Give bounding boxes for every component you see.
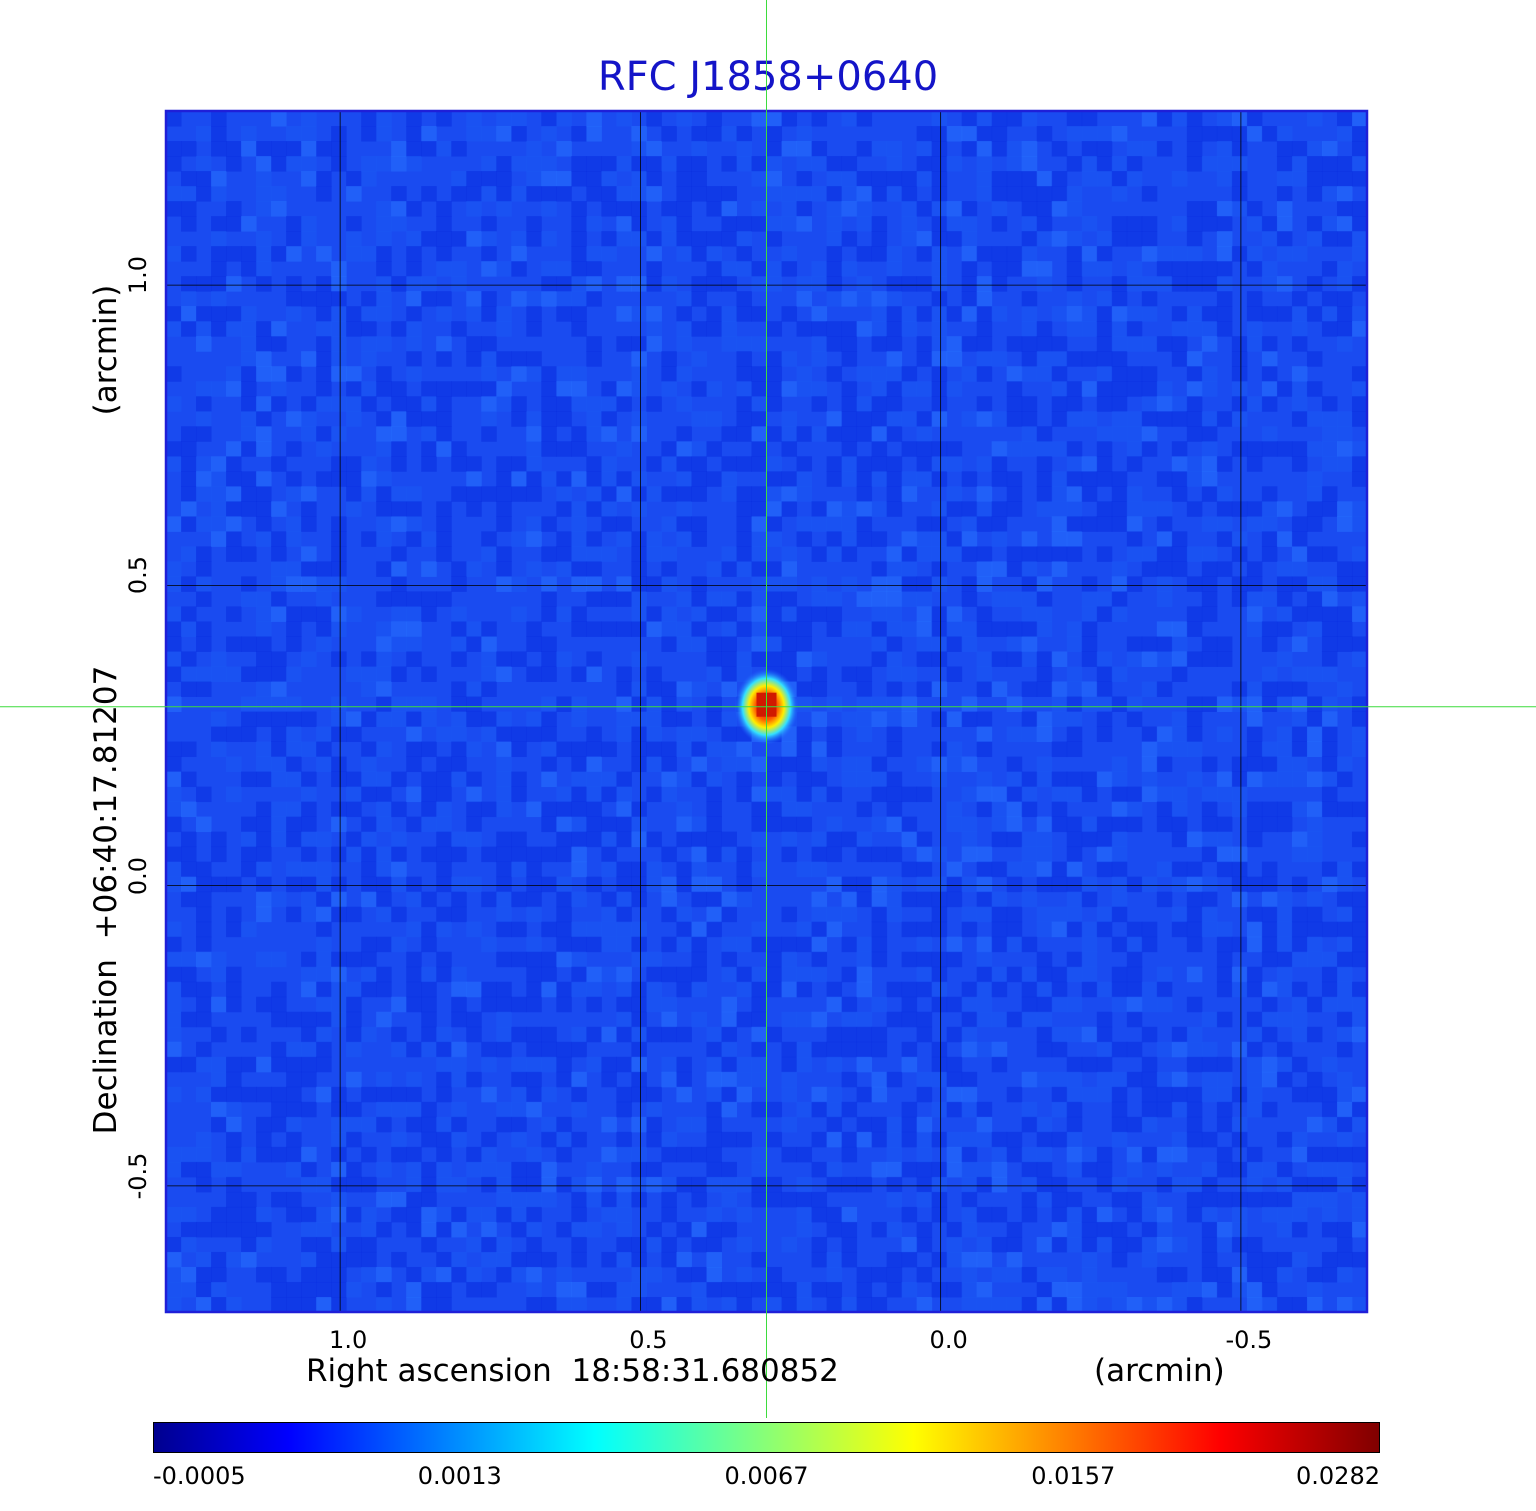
y-tick-label: 0.5	[124, 556, 152, 595]
x-tick-label: 1.0	[329, 1326, 368, 1354]
x-tick-label: -0.5	[1225, 1326, 1273, 1354]
x-axis-label: Right ascension 18:58:31.680852	[306, 1353, 839, 1389]
colorbar-tick-label: 0.0282	[1296, 1462, 1380, 1490]
chart-title: RFC J1858+0640	[597, 54, 939, 100]
y-tick-label: 1.0	[124, 256, 152, 295]
colorbar-tick-label: 0.0157	[1031, 1462, 1116, 1490]
x-tick-label: 0.0	[929, 1326, 968, 1354]
grid-layer	[166, 111, 1367, 1312]
y-axis-label: Declination +06:40:17.81207	[88, 665, 124, 1135]
x-axis-unit: (arcmin)	[1094, 1353, 1225, 1389]
crosshair-layer	[0, 0, 1536, 1418]
y-axis-unit: (arcmin)	[88, 284, 124, 416]
colorbar-tick-label: 0.0067	[724, 1462, 809, 1490]
colorbar-tick-label: 0.0013	[417, 1462, 502, 1490]
colorbar-tick-label: -0.0005	[153, 1462, 246, 1490]
x-tick-label: 0.5	[629, 1326, 668, 1354]
y-tick-label: 0.0	[124, 856, 152, 895]
y-tick-label: -0.5	[124, 1152, 152, 1200]
colorbar	[153, 1422, 1380, 1453]
